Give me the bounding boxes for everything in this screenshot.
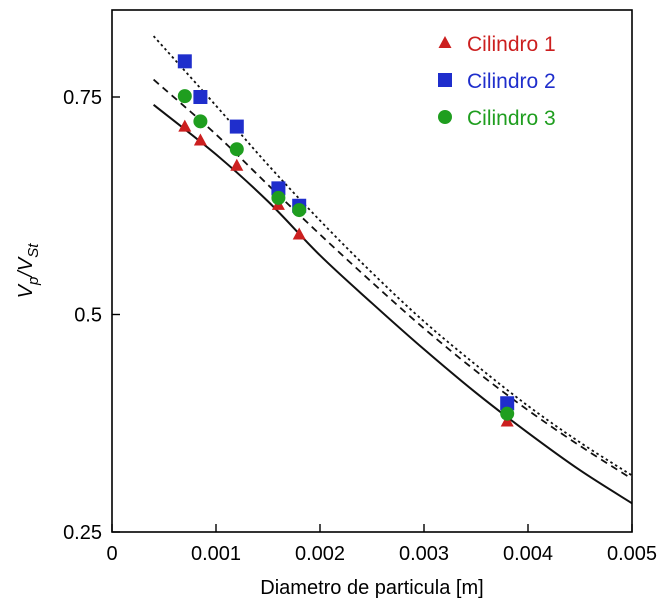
data-point-square: [229, 119, 244, 134]
data-point-square: [177, 54, 192, 69]
data-point-circle: [271, 190, 286, 205]
data-point-square: [500, 396, 515, 411]
legend-label: Cilindro 1: [467, 33, 556, 56]
x-tick-label: 0.001: [191, 543, 241, 565]
x-axis-title: Diametro de particula [m]: [260, 577, 483, 599]
data-point-circle: [500, 406, 515, 421]
data-point-square: [271, 181, 286, 196]
y-tick-label: 0.5: [74, 305, 102, 327]
data-point-circle: [229, 142, 244, 157]
x-tick-label: 0.002: [295, 543, 345, 565]
data-point-triangle: [193, 133, 207, 146]
legend-label: Cilindro 2: [467, 70, 556, 93]
y-tick-label: 0.75: [63, 87, 102, 109]
data-points: [177, 54, 515, 427]
curve-solid: [152, 104, 633, 505]
y-tick-label: 0.25: [63, 522, 102, 544]
legend-marker-triangle: [438, 36, 452, 48]
y-axis-title-main: V: [15, 283, 37, 298]
data-point-circle: [193, 114, 208, 129]
y-axis-title: Vp/VSt: [15, 243, 42, 299]
y-axis-title-slash: /V: [15, 256, 37, 279]
data-point-triangle: [292, 227, 306, 240]
legend-marker-circle: [438, 110, 452, 124]
data-point-circle: [292, 203, 307, 218]
legend: Cilindro 1 Cilindro 2 Cilindro 3: [438, 33, 556, 130]
x-tick-label: 0.003: [399, 543, 449, 565]
curve-dotted: [152, 35, 633, 477]
x-tick-label: 0.004: [503, 543, 553, 565]
y-axis-title-sub2: St: [25, 243, 42, 258]
axis-ticks: 0 0.001 0.002 0.003 0.004 0.005 0.25 0.5 0.75: [63, 87, 657, 565]
x-tick-label: 0.005: [607, 543, 657, 565]
data-point-triangle: [230, 158, 244, 171]
data-point-circle: [177, 89, 192, 104]
data-point-triangle: [178, 119, 192, 132]
legend-marker-square: [438, 73, 452, 87]
legend-label: Cilindro 3: [467, 107, 556, 130]
y-axis-title-sub1: p: [25, 277, 42, 286]
plot-frame: [111, 9, 633, 533]
curve-dashed: [153, 78, 633, 480]
data-point-square: [193, 90, 208, 104]
model-curves: [152, 35, 633, 505]
x-tick-label: 0: [106, 543, 117, 565]
